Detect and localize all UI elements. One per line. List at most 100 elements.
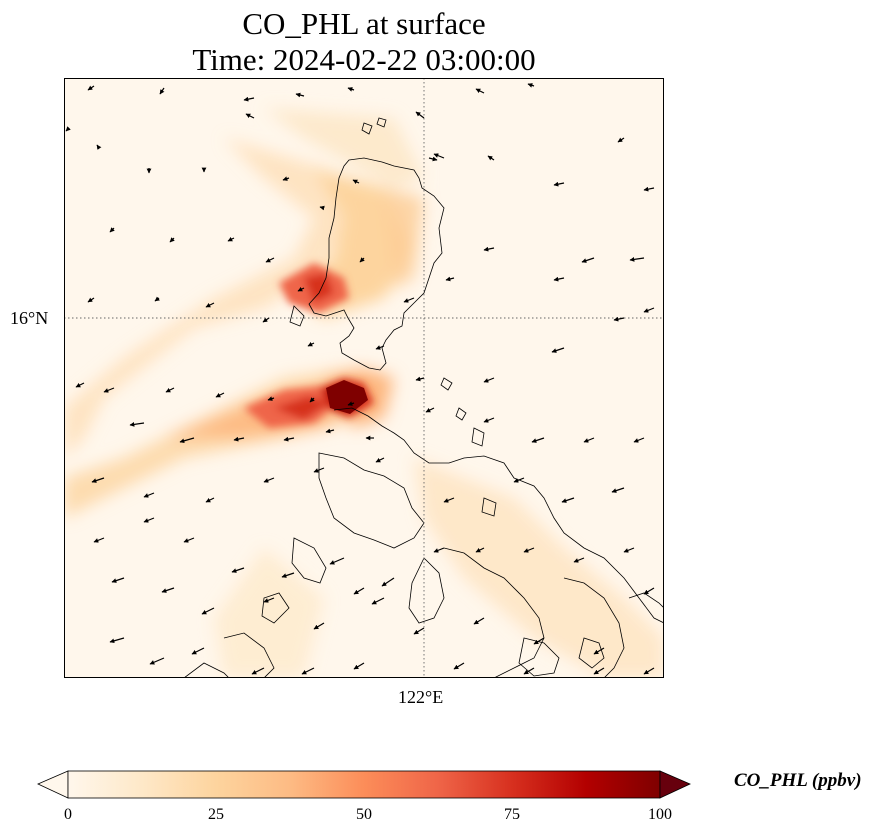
wind-arrow xyxy=(87,85,95,91)
wind-arrow xyxy=(265,257,275,263)
wind-arrow xyxy=(282,176,290,181)
wind-arrow xyxy=(75,382,85,388)
map-panel[interactable] xyxy=(64,78,664,678)
wind-arrow xyxy=(473,617,485,625)
wind-arrow xyxy=(309,397,315,403)
wind-arrow xyxy=(263,477,275,483)
wind-arrow xyxy=(623,547,635,553)
wind-arrow xyxy=(533,637,545,645)
wind-arrow xyxy=(295,92,305,98)
wind-arrow xyxy=(251,667,265,675)
wind-arrow xyxy=(425,407,435,413)
wind-arrow xyxy=(643,667,655,675)
wind-arrow xyxy=(561,497,575,503)
wind-arrow xyxy=(611,487,625,493)
wind-arrow xyxy=(629,257,645,262)
wind-arrow xyxy=(313,622,325,630)
wind-arrow xyxy=(191,647,205,655)
wind-arrow xyxy=(553,276,565,282)
wind-arrow xyxy=(371,597,385,605)
wind-arrow xyxy=(633,437,645,443)
colorbar-extend-max xyxy=(659,770,691,799)
wind-arrow xyxy=(161,587,175,593)
wind-arrow xyxy=(201,607,215,615)
wind-arrow xyxy=(243,96,255,102)
wind-vectors xyxy=(65,83,655,675)
wind-arrow xyxy=(319,205,325,211)
wind-arrow xyxy=(483,246,495,252)
wind-arrow xyxy=(617,137,625,143)
wind-arrow xyxy=(347,87,355,92)
wind-arrow xyxy=(87,297,95,303)
wind-arrow xyxy=(307,341,315,347)
wind-arrow xyxy=(428,156,438,162)
wind-arrow xyxy=(347,401,355,406)
wind-arrow xyxy=(352,179,360,185)
wind-arrow xyxy=(643,186,655,192)
wind-arrow xyxy=(415,111,425,119)
wind-arrow xyxy=(413,627,425,635)
wind-arrow xyxy=(154,296,160,302)
wind-arrow xyxy=(433,547,445,553)
wind-arrow xyxy=(593,647,605,655)
colorbar-tick: 75 xyxy=(504,806,520,823)
map-title-line1: CO_PHL at surface xyxy=(242,6,486,41)
wind-arrow xyxy=(233,436,245,442)
wind-arrow xyxy=(263,597,275,603)
colorbar-ramp xyxy=(67,770,661,799)
colorbar-tick: 100 xyxy=(648,806,672,823)
wind-arrow xyxy=(227,236,235,242)
map-title-line2: Time: 2024-02-22 03:00:00 xyxy=(192,42,536,77)
wind-arrow xyxy=(553,181,565,187)
wind-arrow xyxy=(109,637,125,644)
wind-arrow xyxy=(483,417,495,423)
colorbar-tick: 0 xyxy=(64,806,72,823)
colorbar-extend-min xyxy=(37,770,69,799)
wind-arrow xyxy=(513,477,525,483)
wind-arrow xyxy=(111,577,125,583)
wind-arrow xyxy=(283,436,295,442)
wind-arrow xyxy=(475,88,485,94)
map-frame xyxy=(64,78,664,678)
wind-arrow xyxy=(443,497,455,503)
wind-arrow xyxy=(643,587,655,595)
wind-arrow xyxy=(325,428,335,434)
wind-arrow xyxy=(643,307,655,313)
wind-arrow xyxy=(205,497,215,503)
wind-arrow xyxy=(487,155,495,161)
wind-arrow xyxy=(91,477,105,483)
wind-arrow xyxy=(165,387,175,393)
wind-arrow xyxy=(613,316,625,322)
wind-arrow xyxy=(359,257,365,263)
wind-arrow xyxy=(215,392,225,398)
wind-arrow xyxy=(475,547,485,553)
wind-arrow xyxy=(281,572,295,578)
wind-arrow xyxy=(169,237,175,243)
wind-arrow xyxy=(403,297,415,303)
wind-arrow xyxy=(381,577,395,587)
wind-arrow xyxy=(375,457,385,463)
wind-arrow xyxy=(353,662,365,670)
wind-arrow xyxy=(483,377,495,383)
wind-arrow xyxy=(129,422,145,427)
wind-arrow xyxy=(183,537,195,543)
lat-label-16n: 16°N xyxy=(10,308,49,328)
wind-arrow xyxy=(445,276,455,282)
wind-arrow xyxy=(205,302,215,308)
wind-arrow xyxy=(231,567,245,573)
wind-arrow xyxy=(573,557,585,563)
wind-arrow xyxy=(527,83,535,88)
wind-arrow xyxy=(581,257,595,263)
wind-arrow xyxy=(301,667,315,675)
wind-arrow xyxy=(143,517,155,523)
wind-arrow xyxy=(329,557,345,565)
wind-arrow xyxy=(531,437,545,443)
wind-arrow xyxy=(453,662,465,670)
wind-arrow xyxy=(583,437,595,443)
lon-label-122e: 122°E xyxy=(398,687,444,707)
wind-arrow xyxy=(415,376,425,382)
wind-arrow xyxy=(523,667,535,675)
wind-arrow xyxy=(551,347,565,353)
wind-arrow xyxy=(149,657,165,665)
wind-arrow xyxy=(96,144,102,150)
